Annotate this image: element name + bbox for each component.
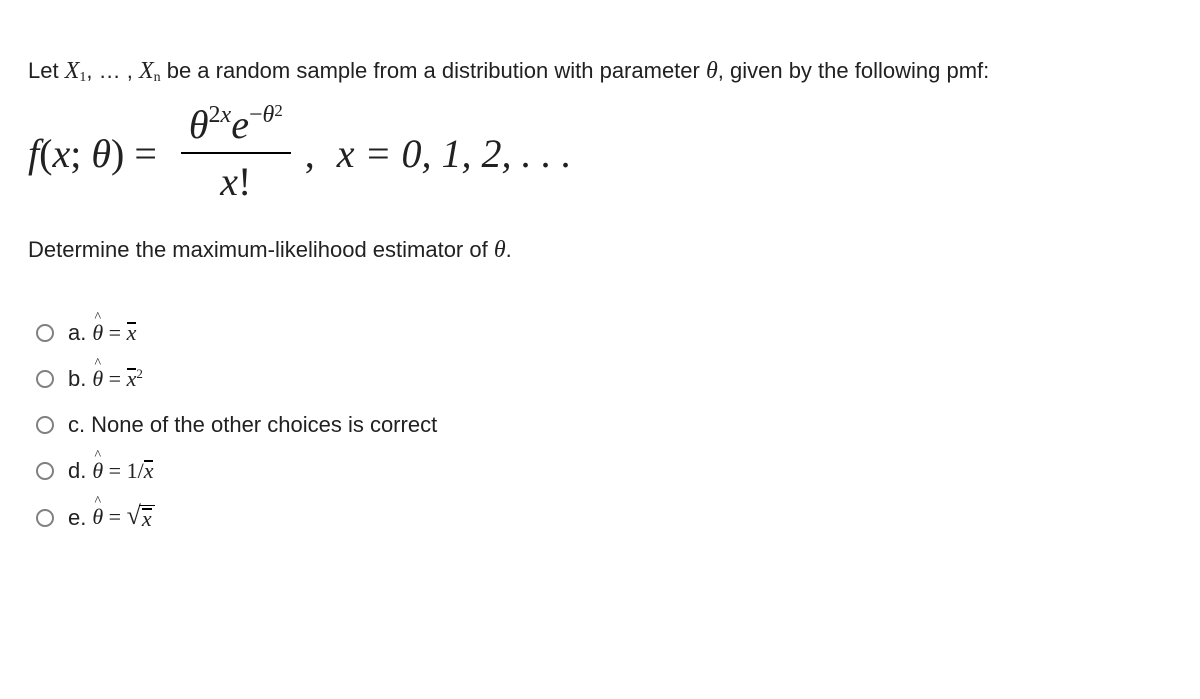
option-a-math: ^θ = x (92, 320, 136, 346)
option-e-math: ^θ = √x (92, 504, 154, 532)
question-theta: θ (494, 237, 506, 263)
option-b-label: b. (68, 366, 86, 392)
radio-icon[interactable] (36, 324, 54, 342)
options-list: a. ^θ = x b. ^θ = x2 c. None of the othe… (28, 320, 1172, 532)
intro-post: , given by the following pmf: (718, 58, 989, 83)
option-c-label: c. (68, 412, 85, 438)
eq-numerator: θ2xe−θ2 (181, 97, 291, 152)
option-e-label: e. (68, 505, 86, 531)
var-xn: Xn (139, 58, 161, 84)
option-d-math: ^θ = 1/x (92, 458, 153, 484)
question-pre: Determine the maximum-likelihood estimat… (28, 237, 494, 262)
option-e[interactable]: e. ^θ = √x (36, 504, 1172, 532)
var-x1: X1 (65, 58, 87, 84)
option-b[interactable]: b. ^θ = x2 (36, 366, 1172, 392)
eq-denominator: x! (212, 154, 259, 209)
eq-rhs: x = 0, 1, 2, . . . (323, 130, 572, 177)
eq-lhs: f(x; θ) = (28, 130, 175, 177)
eq-comma: , (297, 130, 323, 177)
radio-icon[interactable] (36, 370, 54, 388)
radio-icon[interactable] (36, 416, 54, 434)
intro-mid: be a random sample from a distribution w… (161, 58, 706, 83)
question-text: Determine the maximum-likelihood estimat… (28, 237, 1172, 264)
radio-icon[interactable] (36, 509, 54, 527)
option-b-math: ^θ = x2 (92, 366, 143, 392)
sqrt-icon: √x (127, 505, 155, 532)
eq-fraction: θ2xe−θ2 x! (181, 97, 291, 209)
intro-theta: θ (706, 58, 718, 84)
question-post: . (506, 237, 512, 262)
pmf-equation: f(x; θ) = θ2xe−θ2 x! , x = 0, 1, 2, . . … (28, 97, 1172, 209)
option-d-label: d. (68, 458, 86, 484)
option-d[interactable]: d. ^θ = 1/x (36, 458, 1172, 484)
intro-text: Let X1, … , Xn be a random sample from a… (28, 56, 1172, 87)
option-c[interactable]: c. None of the other choices is correct (36, 412, 1172, 438)
intro-sep: , … , (86, 58, 139, 83)
option-a[interactable]: a. ^θ = x (36, 320, 1172, 346)
question-panel: Let X1, … , Xn be a random sample from a… (0, 0, 1200, 580)
option-a-label: a. (68, 320, 86, 346)
radio-icon[interactable] (36, 462, 54, 480)
intro-pre: Let (28, 58, 65, 83)
option-c-text: None of the other choices is correct (91, 412, 437, 438)
